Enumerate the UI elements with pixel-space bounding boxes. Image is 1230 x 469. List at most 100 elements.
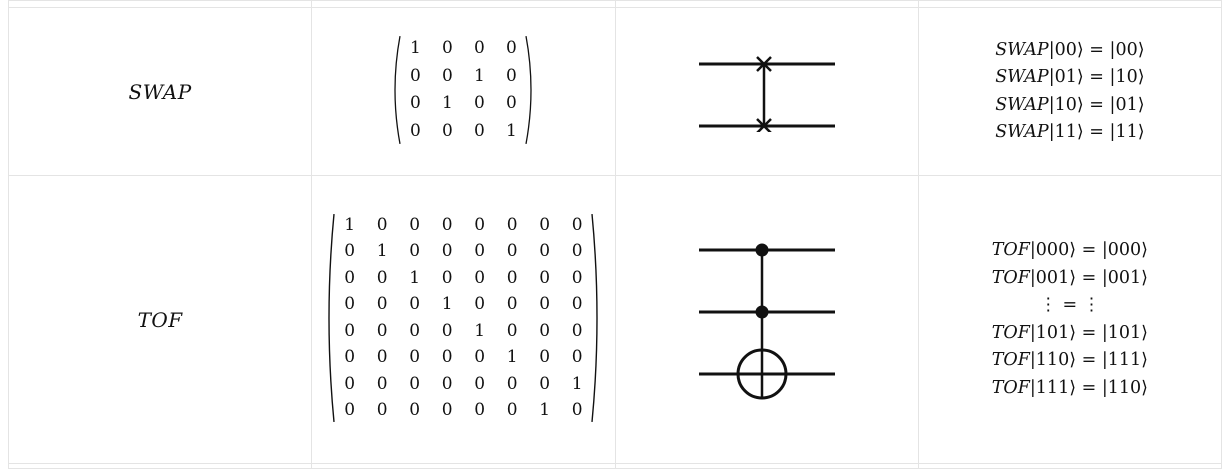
swap-cross-icon <box>755 117 772 132</box>
matrix-entry: 0 <box>473 120 485 141</box>
matrix-entry: 0 <box>376 320 388 341</box>
tof-equations: TOF|000⟩ = |000⟩ TOF|001⟩ = |001⟩ ⋮ = ⋮ … <box>992 237 1148 402</box>
matrix-entry: 0 <box>571 241 583 262</box>
table-row-tof: TOF 1 0 0 0 0 0 0 0 <box>7 175 1223 464</box>
matrix-row: 0 0 0 0 0 0 1 0 <box>333 397 593 424</box>
matrix-row: 0 0 0 0 0 0 0 1 <box>333 371 593 398</box>
cell-empty <box>311 463 616 469</box>
matrix-entry: 0 <box>441 241 453 262</box>
matrix-entry: 0 <box>441 65 453 86</box>
cell-empty <box>614 0 919 8</box>
matrix-entry: 0 <box>571 294 583 315</box>
matrix-entry: 0 <box>474 400 486 421</box>
cell-empty <box>7 0 313 8</box>
circuit-cell <box>614 175 919 464</box>
matrix-entry: 0 <box>473 38 485 59</box>
equation-vdots: ⋮ = ⋮ <box>1039 295 1101 315</box>
matrix-grid: 1 0 0 0 0 0 1 0 0 1 0 0 <box>399 35 527 145</box>
circuit-cell <box>614 7 919 176</box>
matrix-entry: 0 <box>409 294 421 315</box>
matrix-entry: 0 <box>344 267 356 288</box>
matrix-entry: 0 <box>376 400 388 421</box>
gate-table: SWAP 1 0 0 0 0 0 1 <box>7 0 1223 469</box>
cell-empty <box>311 0 616 8</box>
matrix-entry: 0 <box>376 373 388 394</box>
truth-table-cell: SWAP|00⟩ = |00⟩ SWAP|01⟩ = |10⟩ SWAP|10⟩… <box>917 7 1223 176</box>
gate-name: TOF <box>137 307 183 332</box>
matrix-entry: 0 <box>344 400 356 421</box>
matrix-entry: 0 <box>474 373 486 394</box>
swap-cross-icon <box>755 55 772 72</box>
matrix-entry: 0 <box>441 347 453 368</box>
matrix-entry: 0 <box>539 267 551 288</box>
matrix-entry: 1 <box>539 400 551 421</box>
matrix-entry: 0 <box>506 320 518 341</box>
matrix-entry: 0 <box>474 267 486 288</box>
gate-name-cell: SWAP <box>7 7 313 176</box>
matrix-entry: 0 <box>539 214 551 235</box>
gate-name: SWAP <box>128 79 192 104</box>
equation-line: TOF|101⟩ = |101⟩ <box>991 322 1149 343</box>
matrix-entry: 1 <box>344 214 356 235</box>
matrix-entry: 0 <box>409 241 421 262</box>
matrix-entry: 1 <box>474 320 486 341</box>
equation-line: SWAP|00⟩ = |00⟩ <box>995 39 1145 60</box>
matrix-entry: 0 <box>409 347 421 368</box>
matrix-entry: 0 <box>409 400 421 421</box>
matrix-entry: 0 <box>409 120 421 141</box>
matrix-entry: 1 <box>409 38 421 59</box>
left-paren-icon <box>323 212 335 424</box>
matrix-entry: 0 <box>539 347 551 368</box>
cell-empty <box>614 463 919 469</box>
matrix-entry: 1 <box>505 120 517 141</box>
matrix-entry: 0 <box>344 294 356 315</box>
left-paren-icon <box>389 35 401 145</box>
table-row-swap: SWAP 1 0 0 0 0 0 1 <box>7 7 1223 176</box>
matrix-row: 0 0 1 0 0 0 0 0 <box>333 265 593 292</box>
swap-gate-diagram <box>698 55 835 132</box>
matrix-entry: 0 <box>344 373 356 394</box>
matrix-entry: 1 <box>506 347 518 368</box>
right-paren-icon <box>525 35 537 145</box>
matrix-entry: 0 <box>474 294 486 315</box>
matrix-entry: 0 <box>344 241 356 262</box>
matrix-entry: 0 <box>376 214 388 235</box>
equation-line: TOF|111⟩ = |110⟩ <box>991 377 1149 398</box>
matrix-entry: 0 <box>505 65 517 86</box>
matrix-entry: 0 <box>409 93 421 114</box>
swap-matrix: 1 0 0 0 0 0 1 0 0 1 0 0 <box>389 35 537 145</box>
matrix-cell: 1 0 0 0 0 0 1 0 0 1 0 0 <box>311 7 616 176</box>
equation-line: SWAP|11⟩ = |11⟩ <box>995 122 1145 142</box>
matrix-entry: 0 <box>441 120 453 141</box>
matrix-entry: 0 <box>344 320 356 341</box>
matrix-entry: 1 <box>473 65 485 86</box>
matrix-entry: 0 <box>376 347 388 368</box>
matrix-entry: 0 <box>474 214 486 235</box>
matrix-row: 0 0 0 1 <box>399 117 527 145</box>
matrix-entry: 1 <box>441 93 453 114</box>
matrix-row: 1 0 0 0 <box>399 35 527 63</box>
matrix-grid: 1 0 0 0 0 0 0 0 0 1 0 0 0 <box>333 212 593 424</box>
matrix-entry: 0 <box>473 93 485 114</box>
matrix-entry: 0 <box>441 373 453 394</box>
matrix-entry: 0 <box>441 400 453 421</box>
control-dot-icon <box>755 243 769 256</box>
matrix-entry: 0 <box>474 347 486 368</box>
matrix-entry: 0 <box>506 214 518 235</box>
matrix-entry: 0 <box>441 38 453 59</box>
truth-table-cell: TOF|000⟩ = |000⟩ TOF|001⟩ = |001⟩ ⋮ = ⋮ … <box>917 175 1223 464</box>
table-row-top-edge <box>7 0 1223 8</box>
cell-empty <box>7 463 313 469</box>
matrix-entry: 0 <box>409 320 421 341</box>
matrix-entry: 0 <box>539 373 551 394</box>
matrix-entry: 0 <box>571 267 583 288</box>
equation-line: SWAP|10⟩ = |01⟩ <box>995 94 1145 115</box>
matrix-entry: 0 <box>539 241 551 262</box>
matrix-entry: 0 <box>506 373 518 394</box>
matrix-row: 0 0 0 1 0 0 0 0 <box>333 291 593 318</box>
tof-matrix: 1 0 0 0 0 0 0 0 0 1 0 0 0 <box>323 212 603 424</box>
cell-empty <box>917 0 1223 8</box>
equation-line: TOF|000⟩ = |000⟩ <box>991 240 1149 260</box>
matrix-entry: 1 <box>571 373 583 394</box>
equation-line: TOF|110⟩ = |111⟩ <box>991 350 1149 370</box>
